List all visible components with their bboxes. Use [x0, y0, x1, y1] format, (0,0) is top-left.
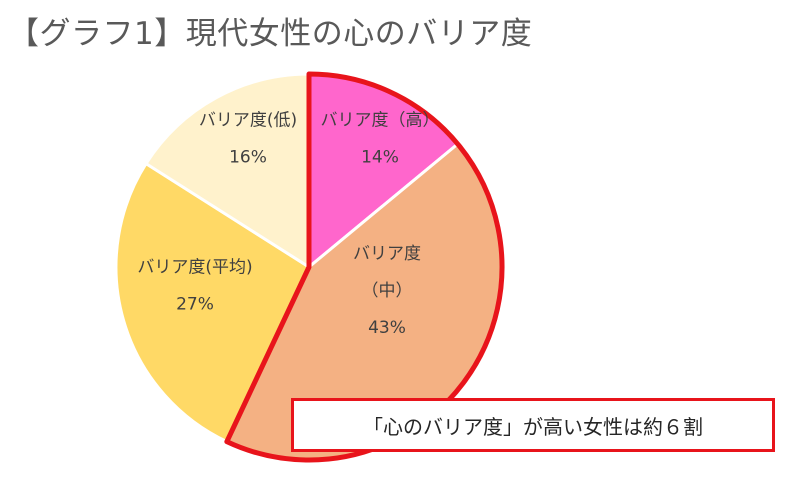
slice-value-label: 14%	[361, 148, 399, 168]
slice-value-label: 43%	[368, 318, 406, 338]
slice-value-label: 27%	[176, 295, 214, 315]
slice-category-label: （中）	[362, 281, 413, 301]
slice-category-label: バリア度	[353, 244, 421, 264]
callout-box: 「心のバリア度」が高い女性は約６割	[291, 398, 775, 452]
slice-value-label: 16%	[229, 148, 267, 168]
pie-slice	[143, 72, 311, 270]
slice-category-label: バリア度(平均)	[137, 258, 252, 278]
chart-title: 【グラフ1】現代女性の心のバリア度	[8, 16, 533, 52]
slice-category-label: バリア度(低)	[199, 111, 297, 131]
highlight-outline	[224, 71, 505, 463]
callout-text: 「心のバリア度」が高い女性は約６割	[363, 414, 703, 439]
slice-category-label: バリア度（高）	[321, 111, 440, 131]
pie-slice	[114, 161, 311, 444]
